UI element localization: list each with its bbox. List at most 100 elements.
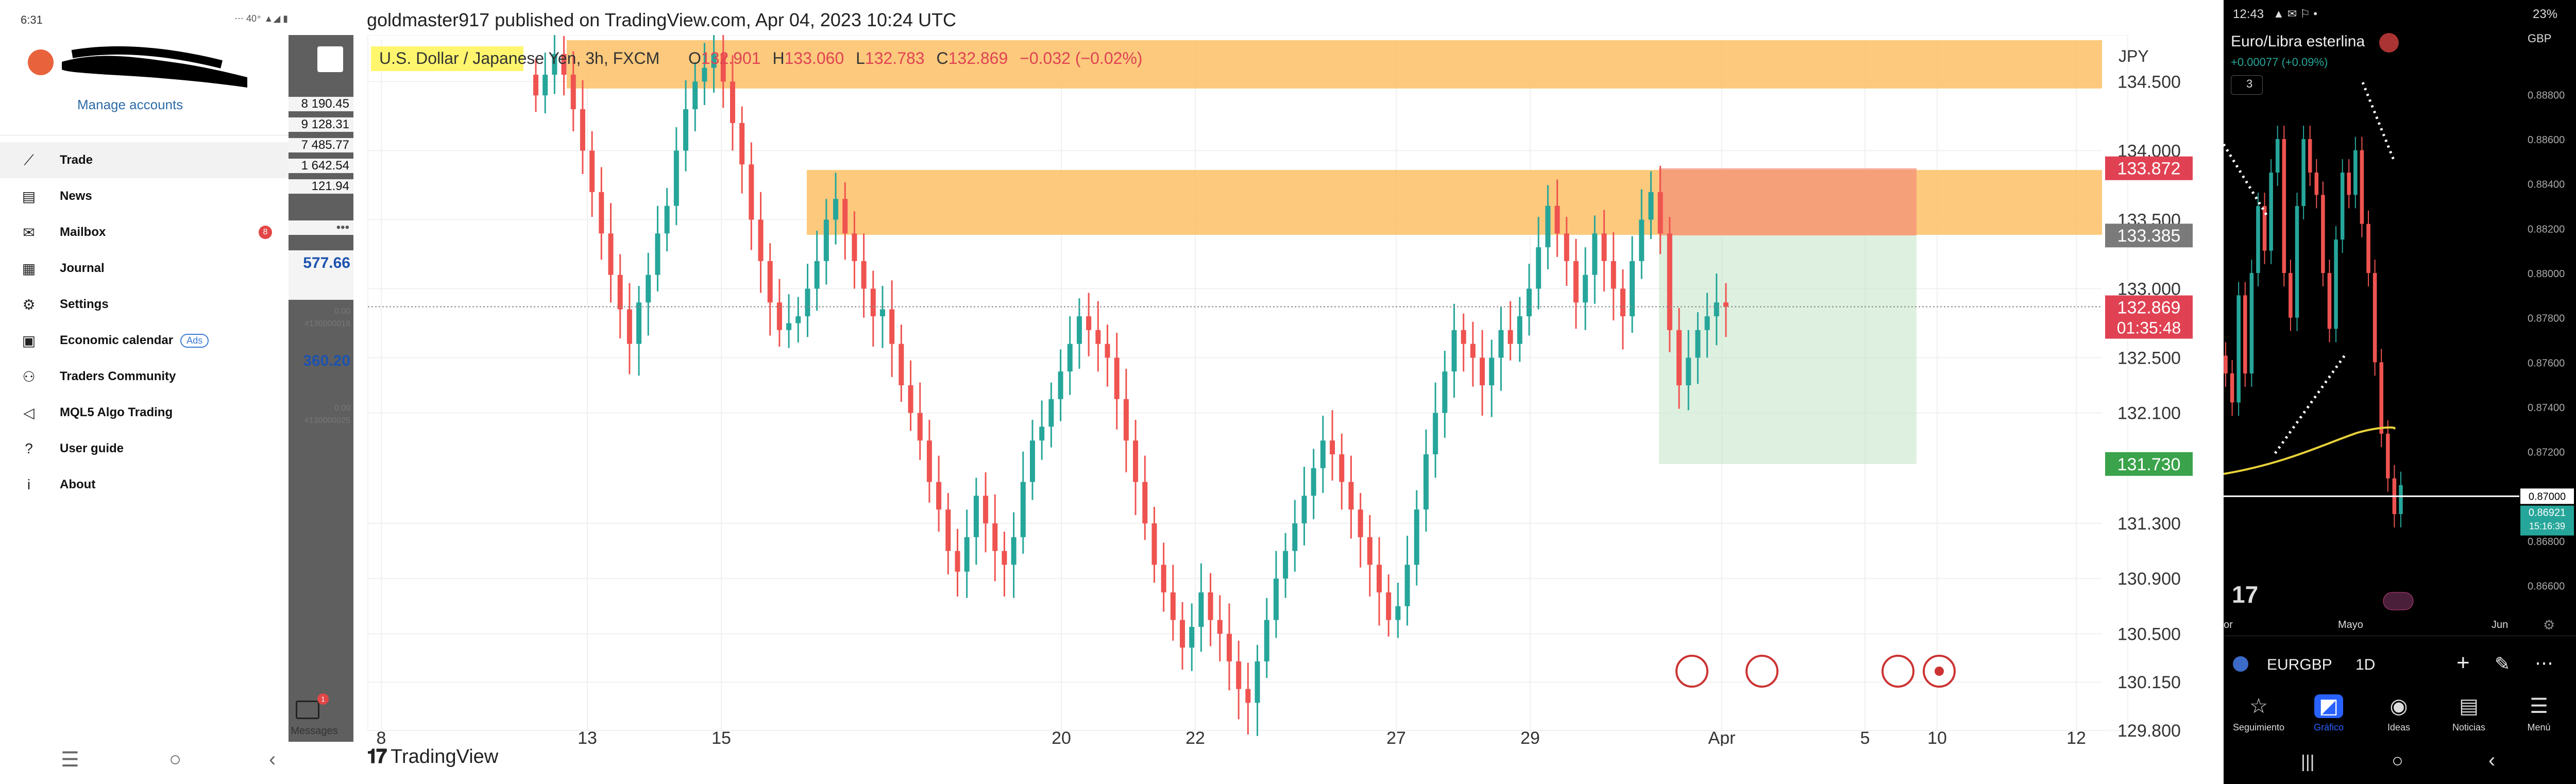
tab-label: Gráfico <box>2313 722 2344 732</box>
redacted-account-scribble <box>62 46 247 88</box>
currency-label: JPY <box>2119 47 2149 65</box>
menu-item-settings[interactable]: ⚙ Settings <box>0 286 289 322</box>
messages-badge: 1 <box>317 693 329 705</box>
candle-body <box>1714 302 1719 316</box>
dimmed-app-background: 8 190.45 9 128.31 7 485.77 1 642.54 121.… <box>289 35 353 742</box>
short-position-tool[interactable] <box>1659 168 1917 464</box>
menu-item-trade[interactable]: ⟋ Trade <box>0 142 289 178</box>
candle-body <box>1076 316 1082 344</box>
rp-candle-body <box>2249 273 2254 373</box>
menu-item-mql5-algo-trading[interactable]: ◁ MQL5 Algo Trading <box>0 395 289 431</box>
rp-recent-apps-icon[interactable]: ||| <box>2301 752 2315 772</box>
rp-flag-icon <box>2379 33 2399 53</box>
rp-draw-icon[interactable]: ✎ <box>2495 653 2511 674</box>
candle-body <box>1236 661 1242 689</box>
rp-candle-body <box>2340 173 2345 240</box>
rp-time-axis[interactable]: or Mayo Jun ⚙ <box>2224 615 2576 636</box>
recent-apps-icon[interactable]: ☰ <box>61 748 79 771</box>
rp-indicator-toggle[interactable] <box>2231 75 2263 95</box>
price-axis[interactable]: 134.500134.000133.500133.000132.500132.1… <box>2117 72 2181 741</box>
time-axis[interactable]: 8 13 15 20 22 27 29 Apr 5 10 12 <box>377 728 2086 746</box>
ads-pill: Ads <box>180 333 209 348</box>
candle-body <box>1123 399 1129 441</box>
rp-candle-body <box>2360 150 2364 224</box>
symbol-highlight <box>371 46 523 71</box>
rp-symbol-bar: EURGBP 1D + ✎ ⋯ <box>2224 647 2576 683</box>
account-avatar[interactable] <box>28 49 54 75</box>
event-flags[interactable] <box>1675 655 1956 688</box>
menu-item-journal[interactable]: ▦ Journal <box>0 250 289 286</box>
candle-body <box>1583 275 1588 303</box>
candle-body <box>1423 454 1429 510</box>
candle-body <box>1142 482 1148 523</box>
rp-event-badge-icon[interactable] <box>2383 592 2414 610</box>
rp-settings-icon[interactable]: ⚙ <box>2543 617 2555 633</box>
candle-body <box>692 81 698 109</box>
tradingview-logo[interactable]: 𝟏𝟕 TradingView <box>367 746 499 768</box>
menu-item-news[interactable]: ▤ News <box>0 178 289 214</box>
rp-more-icon[interactable]: ⋯ <box>2535 652 2553 673</box>
symbol-legend[interactable]: U.S. Dollar / Japanese Yen, 3h, FXCM <box>379 49 659 67</box>
rp-add-icon[interactable]: + <box>2456 650 2470 675</box>
rp-back-icon[interactable]: ‹ <box>2488 749 2496 772</box>
tab-menú[interactable]: ☰ Menú <box>2504 685 2574 742</box>
tab-noticias[interactable]: ▤ Noticias <box>2434 685 2504 742</box>
candle-body <box>1451 330 1457 372</box>
candles <box>533 35 1729 736</box>
menu-item-mailbox[interactable]: ✉ Mailbox 8 <box>0 214 289 250</box>
candle-body <box>1292 523 1298 551</box>
tab-seguimiento[interactable]: ☆ Seguimiento <box>2224 685 2294 742</box>
tab-ideas[interactable]: ◉ Ideas <box>2364 685 2434 742</box>
add-document-icon[interactable] <box>317 46 343 72</box>
rp-battery: 23% <box>2533 7 2558 21</box>
menu-icon: ☰ <box>2530 695 2548 718</box>
rp-candle-body <box>2347 173 2351 195</box>
tab-gráfico[interactable]: ◩ Gráfico <box>2294 685 2364 742</box>
x-tick-label: Apr <box>1708 728 1736 746</box>
menu-item-about[interactable]: i About <box>0 467 289 503</box>
candle-body <box>533 75 539 96</box>
messages-label[interactable]: Messages <box>291 725 338 737</box>
eurgbp-chart[interactable]: 0.88800 0.88600 0.88400 0.88200 0.88000 0.878… <box>2224 62 2576 628</box>
candle-body <box>917 413 923 441</box>
more-button[interactable]: ••• <box>289 220 353 235</box>
rp-title[interactable]: Euro/Libra esterlina <box>2231 33 2365 50</box>
rp-home-icon[interactable]: ○ <box>2392 750 2403 772</box>
rp-candle-body <box>2334 240 2338 329</box>
price-label: 133.385 <box>2117 226 2181 246</box>
x-tick-label: 27 <box>1386 728 1406 746</box>
menu-item-user-guide[interactable]: ? User guide <box>0 431 289 467</box>
menu-item-traders-community[interactable]: ⚇ Traders Community <box>0 359 289 395</box>
metatrader-drawer: 6:31 ⋯ 40⁺ ▲◢ ▮ Manage accounts ⟋ Trade ▤ N… <box>0 0 289 784</box>
rp-y-tick: 0.87400 <box>2528 402 2565 414</box>
usdjpy-chart[interactable]: 134.500134.000133.500133.000132.500132.1… <box>361 35 2215 746</box>
candle-body <box>1330 440 1335 454</box>
home-icon[interactable]: ○ <box>169 748 182 771</box>
rp-last-price: 0.86921 <box>2529 507 2566 519</box>
tradingview-mobile: 12:43 ▲ ✉ ⚐ • 23% Euro/Libra esterlina +… <box>2224 0 2576 784</box>
rp-status-time: 12:43 <box>2233 7 2264 21</box>
candle-body <box>1348 482 1354 510</box>
rp-interval[interactable]: 1D <box>2355 656 2376 673</box>
candle-body <box>908 385 913 413</box>
candle-body <box>833 199 839 220</box>
candle-body <box>1648 192 1654 220</box>
calendar-icon: ▣ <box>22 332 36 349</box>
menu-item-economic-calendar[interactable]: ▣ Economic calendar Ads <box>0 322 289 359</box>
candle-body <box>655 233 660 275</box>
candle-body <box>589 150 595 192</box>
rp-ticker[interactable]: EURGBP <box>2267 656 2332 673</box>
take-profit-zone[interactable] <box>1659 235 1917 464</box>
candle-body <box>1048 399 1054 427</box>
stop-loss-zone[interactable] <box>1659 168 1917 236</box>
rp-currency[interactable]: GBP <box>2528 32 2552 45</box>
back-icon[interactable]: ‹ <box>269 748 276 771</box>
rp-moving-average <box>2224 426 2396 475</box>
rp-trendline-1 <box>2274 354 2346 454</box>
ohlc-legend: O132.901 H133.060 L132.783 C132.869 −0.0… <box>688 49 1143 67</box>
us-flag-event-3-icon <box>1882 655 1914 688</box>
manage-accounts-link[interactable]: Manage accounts <box>77 97 183 112</box>
rp-price-axis[interactable]: 0.88800 0.88600 0.88400 0.88200 0.88000 0.878… <box>2528 90 2565 592</box>
rp-tv-logo: 17 <box>2232 581 2258 608</box>
messages-icon[interactable] <box>296 701 319 719</box>
